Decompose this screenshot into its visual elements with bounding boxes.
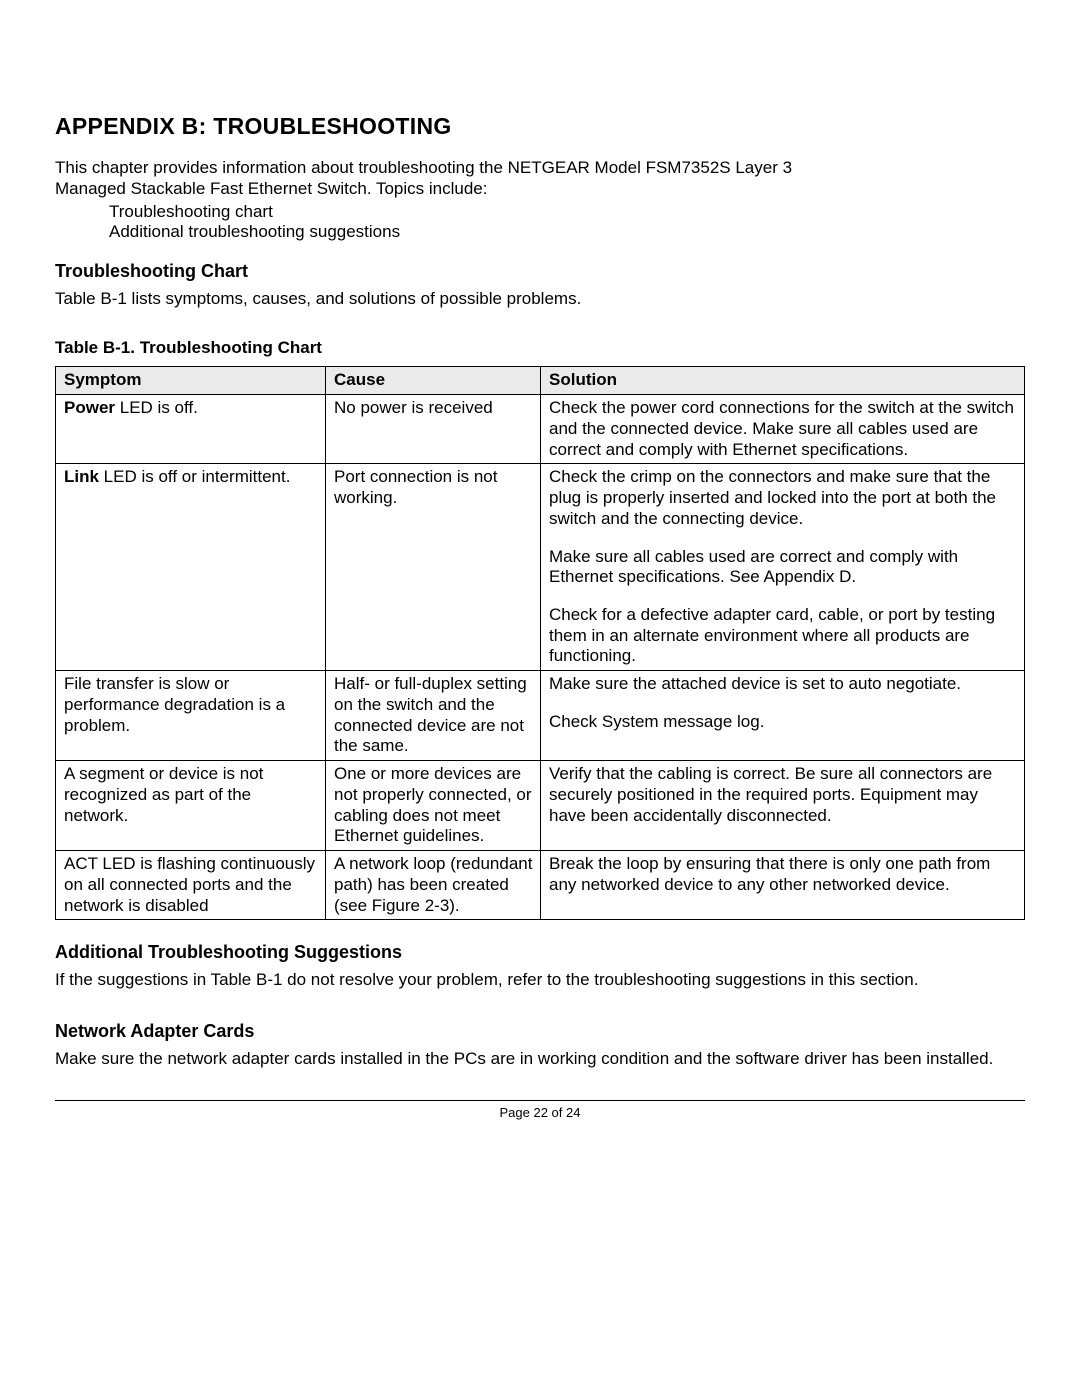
table-row: Link LED is off or intermittent. Port co… <box>56 464 1025 671</box>
cell-solution: Check the crimp on the connectors and ma… <box>541 464 1025 671</box>
section-heading-troubleshooting-chart: Troubleshooting Chart <box>55 261 1025 283</box>
cell-cause: No power is received <box>326 395 541 464</box>
cell-symptom: ACT LED is flashing continuously on all … <box>56 851 326 920</box>
table-header-row: Symptom Cause Solution <box>56 367 1025 395</box>
cell-symptom: Link LED is off or intermittent. <box>56 464 326 671</box>
troubleshooting-table: Symptom Cause Solution Power LED is off.… <box>55 366 1025 920</box>
topic-item: Troubleshooting chart <box>109 202 1025 223</box>
cell-cause: A network loop (redundant path) has been… <box>326 851 541 920</box>
solution-para: Check for a defective adapter card, cabl… <box>549 605 995 665</box>
topics-list: Troubleshooting chart Additional trouble… <box>55 202 1025 243</box>
solution-para: Check the crimp on the connectors and ma… <box>549 467 996 527</box>
section-body: Make sure the network adapter cards inst… <box>55 1049 1025 1070</box>
section-heading-network-adapter-cards: Network Adapter Cards <box>55 1021 1025 1043</box>
footer-divider <box>55 1100 1025 1101</box>
section-body: If the suggestions in Table B-1 do not r… <box>55 970 1025 991</box>
page-number: Page 22 of 24 <box>55 1105 1025 1121</box>
symptom-rest: LED is off or intermittent. <box>99 467 290 486</box>
cell-symptom: A segment or device is not recognized as… <box>56 761 326 851</box>
intro-paragraph: This chapter provides information about … <box>55 158 1025 199</box>
solution-para: Make sure the attached device is set to … <box>549 674 961 693</box>
symptom-rest: LED is off. <box>115 398 198 417</box>
solution-para: Make sure all cables used are correct an… <box>549 547 958 587</box>
cell-solution: Check the power cord connections for the… <box>541 395 1025 464</box>
section-body: Table B-1 lists symptoms, causes, and so… <box>55 289 1025 310</box>
table-row: A segment or device is not recognized as… <box>56 761 1025 851</box>
cell-symptom: File transfer is slow or performance deg… <box>56 671 326 761</box>
cell-symptom: Power LED is off. <box>56 395 326 464</box>
cell-cause: Port connection is not working. <box>326 464 541 671</box>
table-row: ACT LED is flashing continuously on all … <box>56 851 1025 920</box>
table-row: Power LED is off. No power is received C… <box>56 395 1025 464</box>
col-header-cause: Cause <box>326 367 541 395</box>
appendix-title: APPENDIX B: TROUBLESHOOTING <box>55 112 1025 140</box>
col-header-solution: Solution <box>541 367 1025 395</box>
cell-cause: One or more devices are not properly con… <box>326 761 541 851</box>
cell-solution: Make sure the attached device is set to … <box>541 671 1025 761</box>
solution-para: Check System message log. <box>549 712 764 731</box>
intro-line-2: Managed Stackable Fast Ethernet Switch. … <box>55 179 487 198</box>
symptom-bold: Power <box>64 398 115 417</box>
col-header-symptom: Symptom <box>56 367 326 395</box>
topic-item: Additional troubleshooting suggestions <box>109 222 1025 243</box>
intro-line-1: This chapter provides information about … <box>55 158 792 177</box>
table-row: File transfer is slow or performance deg… <box>56 671 1025 761</box>
cell-solution: Break the loop by ensuring that there is… <box>541 851 1025 920</box>
cell-solution: Verify that the cabling is correct. Be s… <box>541 761 1025 851</box>
symptom-bold: Link <box>64 467 99 486</box>
section-heading-additional-suggestions: Additional Troubleshooting Suggestions <box>55 942 1025 964</box>
table-caption: Table B-1. Troubleshooting Chart <box>55 338 1025 359</box>
cell-cause: Half- or full-duplex setting on the swit… <box>326 671 541 761</box>
